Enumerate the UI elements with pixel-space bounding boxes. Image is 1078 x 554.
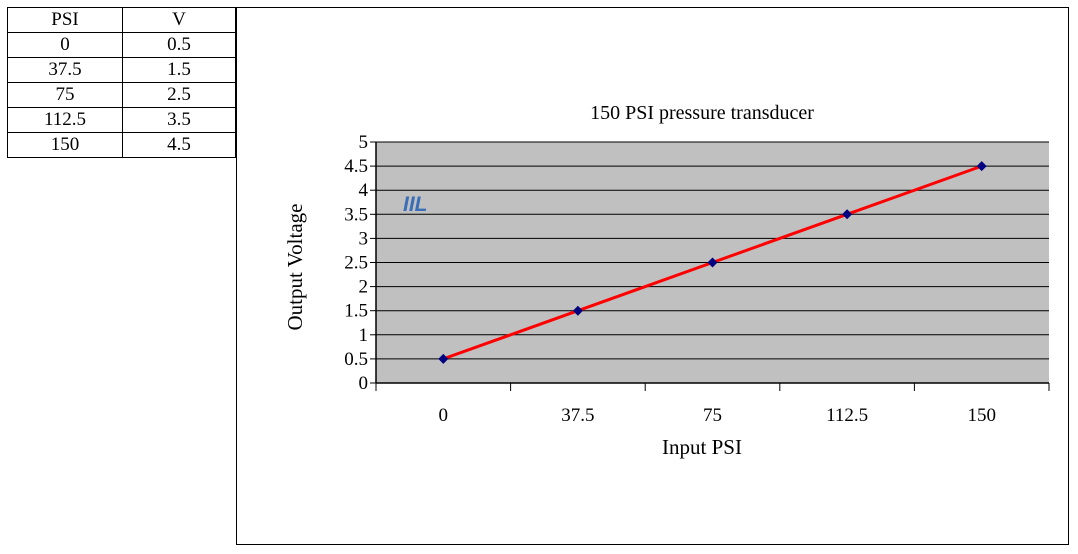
data-point xyxy=(842,209,853,220)
data-point xyxy=(976,161,987,172)
table-row: 75 2.5 xyxy=(7,82,236,108)
table-cell-v: 4.5 xyxy=(122,132,236,158)
table-row: 37.5 1.5 xyxy=(7,57,236,83)
table-cell-psi: 0 xyxy=(7,32,123,58)
data-point xyxy=(707,257,718,268)
table-cell-v: 2.5 xyxy=(122,82,236,108)
table-cell-v: 3.5 xyxy=(122,107,236,133)
table-cell-v: 0.5 xyxy=(122,32,236,58)
x-tick-label: 112.5 xyxy=(826,405,868,426)
y-axis-title: Output Voltage xyxy=(283,204,307,331)
y-tick-label: 3 xyxy=(359,228,369,249)
y-tick-label: 1.5 xyxy=(344,301,368,322)
y-tick-label: 1 xyxy=(359,325,369,346)
x-axis-title: Input PSI xyxy=(662,435,742,459)
y-tick-labels: 0 0.5 1 1.5 2 2.5 3 3.5 4 4.5 5 xyxy=(344,132,368,394)
y-tick-label: 2 xyxy=(359,277,369,298)
table-cell-psi: 37.5 xyxy=(7,57,123,83)
x-tick-label: 37.5 xyxy=(561,405,594,426)
table-cell-v: 1.5 xyxy=(122,57,236,83)
chart-frame: 150 PSI pressure transducer 0 0.5 1 1.5 2 2.5… xyxy=(236,7,1069,545)
table-cell-psi: 150 xyxy=(7,132,123,158)
x-tick-labels: 0 37.5 75 112.5 150 xyxy=(439,405,996,426)
y-tick-label: 2.5 xyxy=(344,253,368,274)
x-tick-label: 150 xyxy=(967,405,996,426)
y-tick-label: 0.5 xyxy=(344,349,368,370)
y-tick-label: 5 xyxy=(359,132,369,153)
axis-ticks xyxy=(370,141,1050,391)
table-header-row: PSI V xyxy=(7,7,236,33)
data-markers xyxy=(438,161,987,364)
x-tick-label: 0 xyxy=(439,405,449,426)
data-table: PSI V 0 0.5 37.5 1.5 75 2.5 112.5 3.5 15… xyxy=(7,7,236,158)
y-tick-label: 4 xyxy=(359,180,369,201)
table-cell-psi: 75 xyxy=(7,82,123,108)
y-tick-label: 3.5 xyxy=(344,204,368,225)
y-tick-label: 0 xyxy=(359,373,369,394)
table-cell-psi: 112.5 xyxy=(7,107,123,133)
y-tick-label: 4.5 xyxy=(344,156,368,177)
table-header-psi: PSI xyxy=(7,7,123,33)
table-row: 150 4.5 xyxy=(7,132,236,158)
x-tick-label: 75 xyxy=(703,405,722,426)
chart-title: 150 PSI pressure transducer xyxy=(590,102,814,124)
gridlines xyxy=(376,141,1049,360)
table-row: 0 0.5 xyxy=(7,32,236,58)
data-point xyxy=(438,353,449,364)
table-header-v: V xyxy=(122,7,236,33)
iil-logo: IIL xyxy=(403,193,428,216)
data-point xyxy=(572,305,583,316)
table-row: 112.5 3.5 xyxy=(7,107,236,133)
chart: 150 PSI pressure transducer 0 0.5 1 1.5 2 2.5… xyxy=(283,102,1050,459)
